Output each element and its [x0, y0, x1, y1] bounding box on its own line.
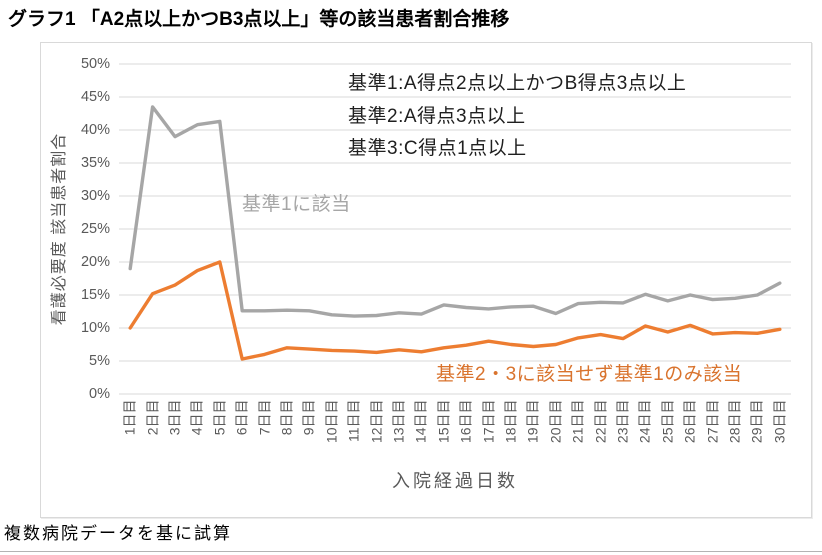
series1-label: 基準1に該当 — [242, 194, 351, 215]
annotation-criteria1-definition: 基準1:A得点2点以上かつB得点3点以上 — [348, 73, 687, 94]
y-tick-label: 25% — [80, 221, 110, 237]
annotation-criteria3-definition: 基準3:C得点1点以上 — [348, 138, 527, 159]
x-tick-label: 16日目 — [457, 399, 474, 444]
y-tick-label: 40% — [80, 122, 110, 138]
x-tick-label: 29日目 — [748, 399, 765, 444]
y-tick-label: 50% — [80, 56, 110, 72]
x-tick-label: 22日目 — [592, 399, 609, 444]
x-tick-label: 2日目 — [144, 399, 161, 436]
y-tick-label: 30% — [80, 188, 110, 204]
y-tick-label: 45% — [80, 89, 110, 105]
x-tick-label: 25日目 — [659, 399, 676, 444]
x-tick-label: 19日目 — [524, 399, 541, 444]
x-tick-label: 18日目 — [502, 399, 519, 444]
x-tick-label: 6日目 — [233, 399, 250, 436]
x-tick-label: 5日目 — [211, 399, 228, 436]
x-tick-label: 26日目 — [681, 399, 698, 444]
x-tick-label: 20日目 — [547, 399, 564, 444]
y-tick-label: 15% — [80, 287, 110, 303]
x-axis-title: 入院経過日数 — [392, 471, 518, 491]
x-tick-label: 13日目 — [390, 399, 407, 444]
x-tick-label: 3日目 — [166, 399, 183, 436]
x-tick-label: 12日目 — [368, 399, 385, 444]
y-tick-label: 20% — [80, 254, 110, 270]
x-tick-label: 30日目 — [771, 399, 788, 444]
x-tick-label: 27日目 — [704, 399, 721, 444]
chart-frame: 50% 45% 40% 35% 30% 25% 20% 15% 10% 5% 0% 1日目 2日目 3日… — [40, 42, 812, 518]
x-tick-label: 15日目 — [435, 399, 452, 444]
series-line-2 — [128, 260, 782, 361]
y-tick-label: 0% — [89, 386, 110, 402]
x-tick-label: 7日目 — [256, 399, 273, 436]
page-title: グラフ1 「A2点以上かつB3点以上」等の該当患者割合推移 — [8, 9, 510, 30]
bottom-rule — [0, 551, 822, 552]
plot-area — [119, 63, 791, 395]
x-tick-label: 28日目 — [726, 399, 743, 444]
x-tick-label: 23日目 — [614, 399, 631, 444]
y-tick-label: 10% — [80, 320, 110, 336]
x-tick-label: 17日目 — [480, 399, 497, 444]
x-tick-label: 11日目 — [345, 399, 362, 443]
x-tick-label: 8日目 — [278, 399, 295, 436]
y-tick-label: 5% — [89, 353, 110, 369]
x-tick-label: 21日目 — [569, 399, 586, 444]
x-tick-label: 14日目 — [412, 399, 429, 444]
x-tick-label: 9日目 — [300, 399, 317, 436]
footer-note: 複数病院データを基に試算 — [4, 524, 232, 543]
series-line-1 — [128, 105, 782, 318]
x-tick-label: 4日目 — [188, 399, 205, 436]
x-tick-label: 1日目 — [121, 399, 138, 436]
annotation-criteria2-definition: 基準2:A得点3点以上 — [348, 106, 526, 127]
x-tick-label: 10日目 — [323, 399, 340, 444]
series2-label: 基準2・3に該当せず基準1のみ該当 — [436, 364, 743, 385]
y-tick-label: 35% — [80, 155, 110, 171]
y-axis-title: 看護必要度 該当患者割合 — [51, 132, 68, 326]
x-tick-label: 24日目 — [636, 399, 653, 444]
